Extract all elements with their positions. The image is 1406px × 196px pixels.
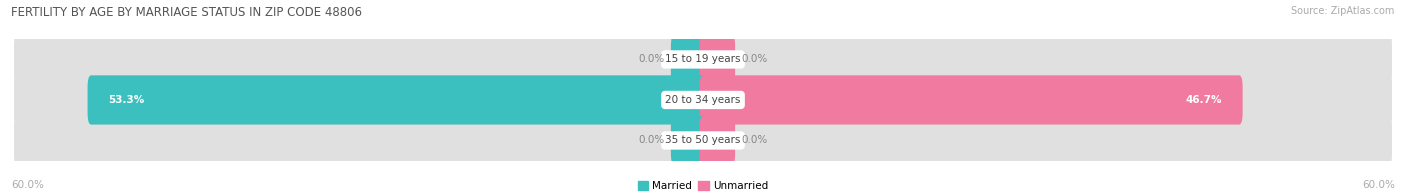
FancyBboxPatch shape: [700, 116, 735, 165]
FancyBboxPatch shape: [671, 116, 706, 165]
FancyBboxPatch shape: [700, 35, 735, 84]
FancyBboxPatch shape: [14, 39, 1392, 80]
Text: 0.0%: 0.0%: [638, 54, 665, 64]
Text: 60.0%: 60.0%: [11, 180, 44, 190]
FancyBboxPatch shape: [14, 35, 1392, 84]
Text: 60.0%: 60.0%: [1362, 180, 1395, 190]
Text: 53.3%: 53.3%: [108, 95, 145, 105]
Legend: Married, Unmarried: Married, Unmarried: [638, 181, 768, 191]
FancyBboxPatch shape: [671, 35, 706, 84]
FancyBboxPatch shape: [14, 116, 1392, 165]
FancyBboxPatch shape: [700, 75, 1243, 125]
FancyBboxPatch shape: [14, 120, 1392, 161]
Text: 0.0%: 0.0%: [741, 54, 768, 64]
FancyBboxPatch shape: [14, 80, 1392, 120]
Text: 46.7%: 46.7%: [1185, 95, 1222, 105]
Text: 0.0%: 0.0%: [741, 135, 768, 145]
Text: 20 to 34 years: 20 to 34 years: [665, 95, 741, 105]
FancyBboxPatch shape: [14, 75, 1392, 125]
Text: 15 to 19 years: 15 to 19 years: [665, 54, 741, 64]
FancyBboxPatch shape: [87, 75, 706, 125]
Text: 0.0%: 0.0%: [638, 135, 665, 145]
Text: FERTILITY BY AGE BY MARRIAGE STATUS IN ZIP CODE 48806: FERTILITY BY AGE BY MARRIAGE STATUS IN Z…: [11, 6, 363, 19]
Text: Source: ZipAtlas.com: Source: ZipAtlas.com: [1291, 6, 1395, 16]
Text: 35 to 50 years: 35 to 50 years: [665, 135, 741, 145]
